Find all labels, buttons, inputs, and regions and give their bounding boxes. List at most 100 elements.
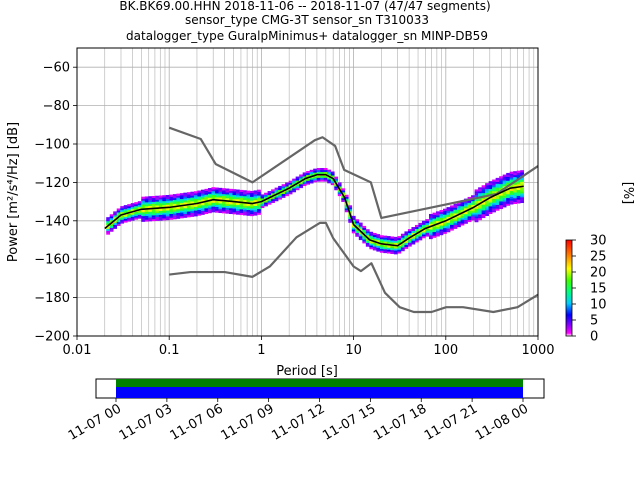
histogram-cell	[379, 246, 384, 249]
histogram-cell	[453, 207, 458, 210]
histogram-cell	[379, 244, 384, 247]
histogram-cell	[211, 208, 216, 211]
histogram-cell	[250, 204, 254, 207]
y-tick-label: −160	[34, 253, 70, 268]
histogram-cell	[271, 191, 275, 194]
histogram-cell	[334, 180, 339, 183]
histogram-cell	[428, 229, 433, 232]
histogram-cell	[499, 199, 503, 202]
histogram-cell	[467, 214, 472, 217]
histogram-cell	[221, 193, 226, 197]
histogram-cell	[116, 219, 121, 223]
histogram-cell	[502, 205, 507, 208]
histogram-cell	[264, 192, 268, 195]
histogram-cell	[137, 210, 142, 213]
histogram-cell	[165, 200, 170, 203]
histogram-cell	[186, 201, 191, 204]
histogram-cell	[127, 213, 132, 216]
histogram-cell	[137, 201, 142, 204]
histogram-cell	[221, 188, 226, 191]
histogram-cell	[516, 182, 521, 185]
histogram-cell	[193, 206, 198, 209]
histogram-cell	[414, 230, 419, 233]
histogram-cell	[471, 200, 475, 204]
histogram-cell	[502, 195, 507, 198]
histogram-cell	[443, 229, 447, 232]
histogram-cell	[376, 243, 381, 246]
histogram-cell	[337, 186, 342, 189]
histogram-cell	[197, 200, 202, 203]
histogram-cell	[453, 217, 458, 220]
histogram-cell	[211, 204, 216, 207]
histogram-cell	[162, 210, 167, 213]
histogram-cell	[225, 198, 230, 201]
histogram-cell	[481, 208, 486, 211]
histogram-cell	[186, 205, 191, 208]
histogram-cell	[414, 236, 419, 239]
histogram-cell	[481, 215, 486, 219]
histogram-cell	[439, 225, 444, 228]
histogram-cell	[330, 179, 335, 182]
histogram-cell	[306, 180, 310, 183]
histogram-cell	[439, 211, 444, 215]
histogram-cell	[260, 205, 265, 209]
histogram-cell	[379, 248, 384, 251]
histogram-cell	[499, 193, 503, 196]
histogram-cell	[221, 211, 226, 214]
histogram-cell	[113, 222, 118, 226]
histogram-cell	[211, 187, 216, 190]
histogram-cell	[214, 193, 219, 196]
histogram-cell	[313, 170, 318, 173]
histogram-cell	[516, 180, 521, 183]
histogram-cell	[481, 202, 486, 205]
histogram-cell	[239, 212, 244, 216]
histogram-cell	[506, 197, 510, 201]
coverage-tick-label: 11-07 15	[320, 401, 378, 443]
histogram-cell	[499, 201, 503, 204]
histogram-cell	[113, 217, 118, 220]
histogram-cell	[186, 211, 191, 214]
histogram-cell	[520, 183, 525, 186]
histogram-cell	[439, 233, 444, 236]
histogram-cell	[421, 226, 426, 229]
histogram-cell	[274, 189, 279, 192]
histogram-cell	[172, 199, 177, 203]
histogram-cell	[193, 208, 198, 211]
histogram-cell	[334, 178, 339, 181]
colorbar-tick-label: 30	[590, 234, 607, 249]
histogram-cell	[506, 201, 510, 204]
histogram-cell	[141, 215, 146, 219]
histogram-cell	[250, 206, 254, 209]
histogram-cell	[492, 208, 496, 211]
histogram-cell	[372, 238, 377, 241]
histogram-cell	[474, 216, 479, 219]
histogram-cell	[141, 200, 146, 203]
histogram-cell	[390, 246, 395, 249]
histogram-cell	[176, 212, 181, 215]
histogram-cell	[365, 244, 370, 247]
histogram-cell	[162, 208, 167, 211]
histogram-cell	[407, 240, 412, 243]
histogram-cell	[383, 239, 388, 242]
histogram-cell	[225, 209, 230, 212]
histogram-cell	[446, 210, 451, 214]
histogram-cell	[439, 227, 444, 230]
histogram-cell	[169, 215, 174, 218]
histogram-cell	[450, 215, 454, 218]
histogram-cell	[204, 209, 209, 213]
histogram-cell	[225, 201, 230, 205]
histogram-cell	[320, 179, 325, 182]
histogram-cell	[151, 217, 156, 220]
histogram-cell	[176, 214, 181, 217]
histogram-cell	[141, 206, 146, 209]
histogram-cell	[137, 216, 142, 219]
histogram-cell	[425, 222, 430, 226]
histogram-cell	[506, 182, 510, 185]
histogram-cell	[232, 206, 237, 209]
histogram-cell	[123, 205, 128, 208]
histogram-cell	[393, 236, 398, 240]
histogram-cell	[432, 233, 437, 236]
histogram-cell	[299, 174, 303, 177]
histogram-cell	[214, 197, 219, 200]
